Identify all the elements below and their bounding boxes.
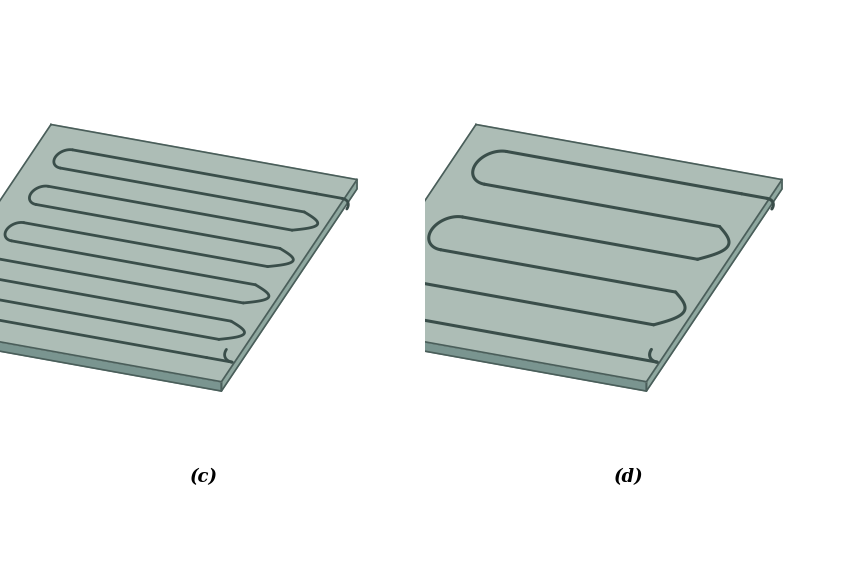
Polygon shape — [0, 125, 357, 382]
Text: (c): (c) — [190, 468, 218, 486]
Text: (d): (d) — [615, 468, 643, 486]
Polygon shape — [340, 327, 647, 391]
Polygon shape — [647, 180, 782, 391]
Polygon shape — [340, 125, 782, 382]
Polygon shape — [0, 327, 221, 391]
Polygon shape — [221, 180, 357, 391]
